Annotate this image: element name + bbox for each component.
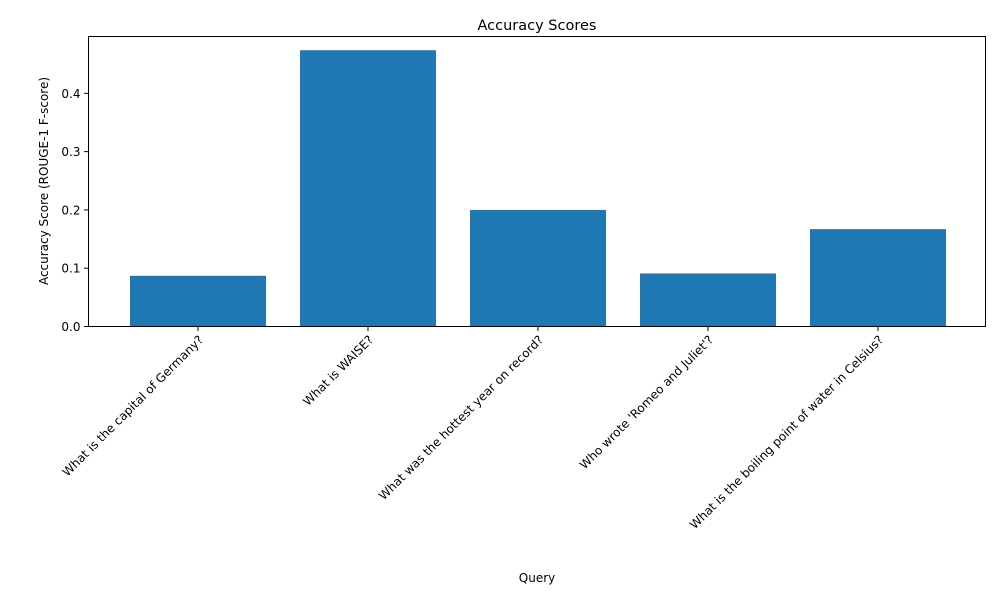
x-tick-label: What is the boiling point of water in Ce… [687,333,886,532]
x-tick-label: What was the hottest year on record? [376,333,546,503]
x-axis-label: Query [519,571,555,585]
y-tick-label: 0.4 [61,87,80,101]
x-axis: What is the capital of Germany? What is W… [60,326,886,532]
y-tick-label: 0.1 [61,262,80,276]
y-tick-label: 0.0 [61,320,80,334]
bar-4 [640,273,776,327]
bar-3 [470,209,606,327]
chart-title: Accuracy Scores [478,18,597,34]
plot-frame [88,36,986,327]
bar-5 [810,229,946,327]
y-tick-label: 0.2 [61,203,80,217]
bar-1 [130,275,266,327]
y-tick-label: 0.3 [61,145,80,159]
x-tick-label: What is the capital of Germany? [60,333,207,480]
x-tick-label: What is WAISE? [300,333,376,409]
y-axis: 0.0 0.1 0.2 0.3 0.4 [61,87,89,334]
y-axis-label: Accuracy Score (ROUGE-1 F-score) [37,77,51,285]
bars-group [130,50,946,327]
bar-2 [300,50,436,327]
x-tick-label: Who wrote 'Romeo and Juliet'? [577,333,716,472]
